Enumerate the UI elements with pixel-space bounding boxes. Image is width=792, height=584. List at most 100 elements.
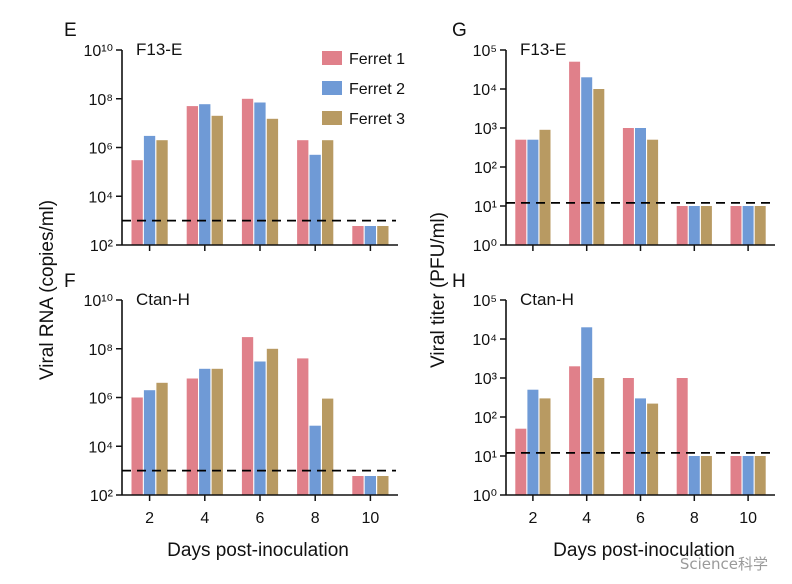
bar [352,476,364,495]
y-tick-label: 10⁶ [89,141,113,158]
y-tick-label: 10¹⁰ [83,293,113,310]
panel-letter: H [452,271,466,292]
bar [211,115,223,245]
panel-letter: F [64,271,76,292]
bar [131,397,143,495]
bar [539,398,551,495]
bar [527,389,539,495]
bar [297,358,309,495]
bar [676,206,688,245]
bar [622,128,634,245]
bar [186,106,198,245]
panel-virus-label: Ctan-H [520,290,574,309]
bar [309,154,321,245]
bar [199,104,211,245]
panel-g: G F13-E 10⁰ 10¹ 10² 10³ 10⁴ 10⁵ [452,20,775,255]
y-tick-label: 10¹ [474,449,497,466]
bar [754,206,766,245]
legend-label: Ferret 2 [349,81,405,98]
x-tick-label: 10 [739,510,757,527]
y-tick-label: 10² [474,160,498,177]
bar [635,128,646,245]
bar [199,368,211,495]
y-tick-label: 10⁴ [88,439,113,456]
bar [266,348,279,496]
bar [730,206,742,245]
bar [581,327,593,495]
y-tick-label: 10² [90,238,114,255]
y-tick-label: 10⁸ [88,342,113,359]
y-tick-label: 10² [474,410,498,427]
right-y-axis-title: Viral titer (PFU/ml) [428,212,449,368]
bar [297,140,309,245]
bar [377,226,389,245]
y-tick-label: 10² [90,488,114,505]
x-tick-label: 8 [311,510,320,527]
bar [688,206,700,245]
left-y-axis-title: Viral RNA (copies/ml) [37,200,58,380]
legend-swatch [322,111,342,125]
bar [742,456,754,495]
y-tick-label: 10⁴ [472,82,497,99]
panel-h: H Ctan-H 2 4 6 8 10 10⁰ 10¹ 10² 10³ 10⁴ 10⁵ [452,271,775,527]
bar [700,206,712,245]
y-tick-label: 10³ [474,121,498,138]
x-tick-label: 10 [362,510,380,527]
bar [352,226,364,245]
bar [754,456,766,495]
bar [593,89,605,245]
y-tick-label: 10⁴ [88,189,113,206]
bar [647,139,659,245]
bar [742,206,754,245]
bar [581,77,593,245]
legend-label: Ferret 1 [349,51,405,68]
right-x-axis-title: Days post-inoculation [553,540,735,561]
legend-swatch [322,51,342,65]
x-tick-label: 8 [690,510,699,527]
y-tick-label: 10⁴ [472,332,497,349]
bar [254,102,266,245]
watermark: Science科学 [679,555,768,573]
legend: Ferret 1 Ferret 2 Ferret 3 [322,51,405,128]
bar [309,425,321,495]
y-tick-label: 10⁵ [473,293,497,310]
y-tick-label: 10⁰ [473,488,497,505]
bar [143,390,156,495]
y-tick-label: 10¹ [474,199,497,216]
bar [688,456,700,495]
bar [322,398,334,495]
bar [156,382,168,495]
panel-virus-label: F13-E [520,40,566,59]
x-tick-label: 6 [256,510,265,527]
bar [569,366,581,495]
panel-e: E F13-E 10² 10⁴ 10⁶ 10⁸ 10¹⁰ [64,20,398,255]
bar [211,368,223,495]
bar [143,135,156,245]
y-tick-label: 10¹⁰ [83,43,113,60]
left-x-axis-title: Days post-inoculation [167,540,349,561]
panel-letter: E [64,20,77,41]
y-tick-label: 10³ [474,371,498,388]
legend-swatch [322,81,342,95]
bar [515,428,527,495]
x-tick-label: 4 [200,510,209,527]
x-tick-label: 2 [528,510,537,527]
y-tick-label: 10⁶ [89,391,113,408]
panel-virus-label: Ctan-H [136,290,190,309]
bar [131,160,143,245]
y-tick-label: 10⁸ [88,92,113,109]
bar [364,226,376,245]
y-tick-label: 10⁰ [473,238,497,255]
legend-label: Ferret 3 [349,111,405,128]
bar [515,139,527,245]
bar [186,378,198,495]
bar [377,476,389,495]
bar [622,378,634,495]
bar [647,403,659,495]
bar [593,378,605,495]
x-tick-label: 4 [582,510,591,527]
bar [266,118,279,245]
bar [527,139,539,245]
bar [364,476,376,495]
